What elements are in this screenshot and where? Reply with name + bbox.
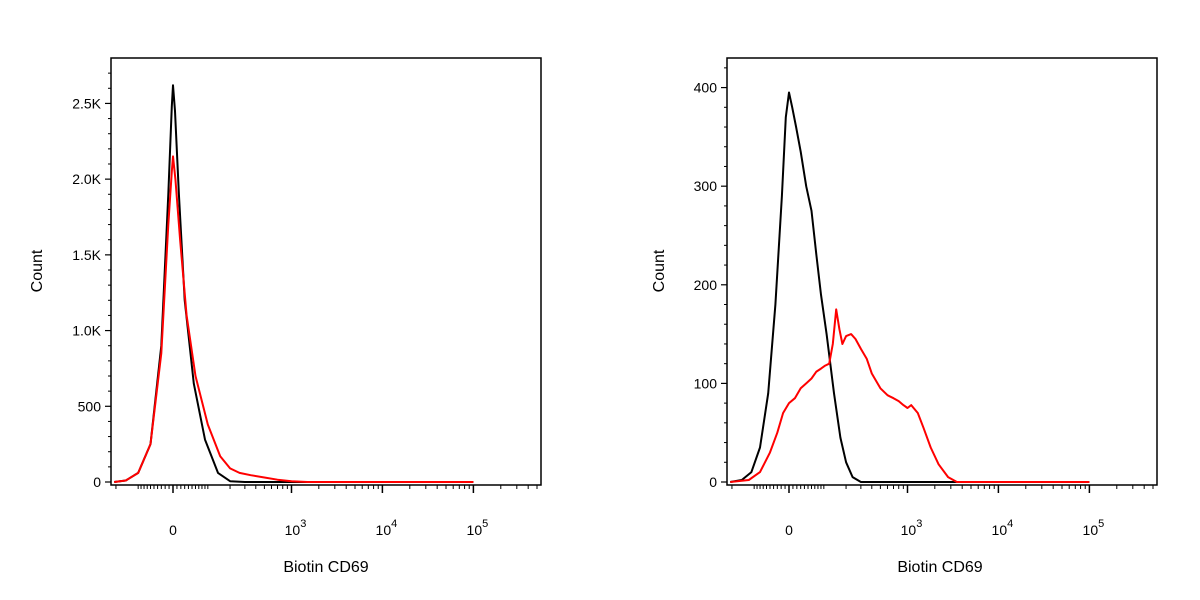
- x-tick-label-exponent: 5: [1098, 518, 1104, 530]
- x-tick-label-base: 10: [376, 522, 392, 538]
- y-tick-label: 0: [93, 474, 101, 490]
- x-tick-label-exponent: 3: [300, 518, 306, 530]
- y-tick-label: 0: [709, 474, 717, 490]
- x-axis: 0 103 104 105: [731, 485, 1154, 538]
- y-tick-label: 100: [694, 375, 718, 391]
- x-tick-label: 105: [467, 518, 489, 538]
- black-histogram-line: [114, 84, 474, 483]
- x-tick-label-exponent: 4: [391, 518, 397, 530]
- y-tick-label: 500: [78, 398, 102, 414]
- x-axis-label: Biotin CD69: [897, 559, 982, 576]
- y-axis-label: Count: [651, 249, 668, 292]
- x-tick-label: 104: [992, 518, 1014, 538]
- y-tick-label: 2.5K: [72, 95, 101, 111]
- y-axis-label: Count: [29, 249, 46, 292]
- x-tick-label: 105: [1083, 518, 1105, 538]
- red-histogram-line: [114, 155, 474, 483]
- x-tick-label-base: 10: [992, 522, 1008, 538]
- black-histogram-line: [730, 91, 1090, 483]
- x-tick-label: 103: [901, 518, 923, 538]
- series-layer: [114, 84, 474, 483]
- plot-frame: [726, 57, 1158, 486]
- x-tick-label-base: 0: [169, 522, 177, 538]
- series-layer: [730, 91, 1090, 483]
- plot-frame: [110, 57, 542, 486]
- x-tick-label-exponent: 4: [1007, 518, 1013, 530]
- red-histogram-line: [730, 308, 1090, 483]
- x-axis-label: Biotin CD69: [283, 559, 368, 576]
- y-axis: 0 100 200 300 400: [694, 67, 727, 490]
- y-tick-label: 300: [694, 178, 718, 194]
- x-tick-label-exponent: 3: [916, 518, 922, 530]
- y-tick-label: 200: [694, 277, 718, 293]
- x-tick-label-base: 10: [901, 522, 917, 538]
- y-tick-label: 400: [694, 80, 718, 96]
- x-tick-label: 103: [285, 518, 307, 538]
- x-tick-label-base: 10: [285, 522, 301, 538]
- x-tick-label-base: 10: [467, 522, 483, 538]
- x-tick-label-exponent: 5: [482, 518, 488, 530]
- x-tick-label: 0: [169, 522, 177, 538]
- x-tick-label-base: 0: [785, 522, 793, 538]
- y-tick-label: 1.5K: [72, 247, 101, 263]
- x-tick-label: 104: [376, 518, 398, 538]
- x-tick-label: 0: [785, 522, 793, 538]
- left-histogram-panel: Count Biotin CD69 0 500 1.0K 1.5K 2.0K 2.5K 0…: [29, 57, 542, 576]
- x-tick-label-base: 10: [1083, 522, 1099, 538]
- x-axis: 0 103 104 105: [115, 485, 538, 538]
- y-tick-label: 1.0K: [72, 323, 101, 339]
- y-axis: 0 500 1.0K 1.5K 2.0K 2.5K: [72, 72, 111, 490]
- y-tick-label: 2.0K: [72, 171, 101, 187]
